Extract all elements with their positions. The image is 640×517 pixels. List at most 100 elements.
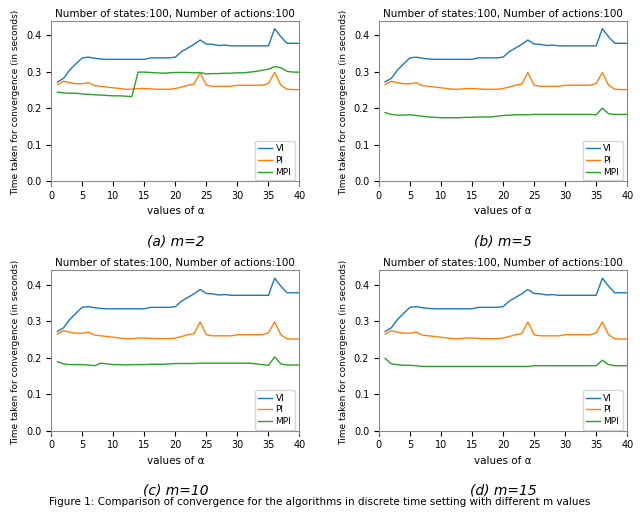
- MPI: [165, 70, 173, 76]
- MPI: [524, 363, 532, 370]
- MPI: [511, 112, 519, 118]
- Line: PI: PI: [385, 322, 627, 339]
- PI: [147, 86, 154, 92]
- MPI: [611, 362, 619, 369]
- PI: [543, 333, 550, 339]
- PI: [78, 330, 86, 337]
- PI: [623, 336, 631, 342]
- MPI: [227, 70, 235, 77]
- PI: [623, 86, 631, 93]
- MPI: [543, 111, 550, 117]
- VI: [586, 292, 594, 298]
- MPI: [511, 363, 519, 370]
- MPI: [400, 112, 408, 118]
- MPI: [116, 93, 124, 99]
- VI: [60, 325, 67, 331]
- MPI: [202, 71, 210, 77]
- MPI: [153, 70, 161, 76]
- VI: [128, 56, 136, 63]
- VI: [196, 37, 204, 43]
- MPI: [406, 112, 414, 118]
- MPI: [598, 357, 606, 363]
- PI: [474, 86, 482, 92]
- VI: [246, 43, 253, 49]
- VI: [159, 55, 167, 61]
- VI: [116, 56, 124, 63]
- VI: [109, 306, 117, 312]
- VI: [555, 292, 563, 298]
- PI: [506, 333, 513, 340]
- VI: [456, 306, 463, 312]
- PI: [431, 84, 438, 90]
- PI: [400, 81, 408, 87]
- MPI: [178, 360, 186, 367]
- MPI: [172, 360, 179, 367]
- PI: [234, 82, 241, 88]
- VI: [412, 54, 420, 60]
- VI: [623, 40, 631, 47]
- MPI: [84, 92, 92, 98]
- MPI: [580, 362, 588, 369]
- PI: [109, 334, 117, 340]
- VI: [153, 55, 161, 61]
- VI: [147, 55, 154, 61]
- MPI: [234, 360, 241, 366]
- MPI: [456, 363, 463, 370]
- MPI: [536, 362, 544, 369]
- MPI: [493, 363, 500, 370]
- VI: [400, 60, 408, 67]
- PI: [456, 86, 463, 93]
- VI: [221, 292, 229, 298]
- MPI: [66, 90, 74, 96]
- PI: [103, 333, 111, 340]
- PI: [481, 86, 488, 93]
- MPI: [259, 67, 266, 73]
- VI: [598, 26, 606, 32]
- PI: [437, 334, 445, 340]
- PI: [499, 335, 507, 341]
- VI: [573, 292, 581, 298]
- PI: [543, 83, 550, 89]
- MPI: [543, 362, 550, 369]
- MPI: [598, 105, 606, 111]
- Text: (d) m=15: (d) m=15: [470, 483, 536, 497]
- MPI: [593, 112, 600, 118]
- VI: [202, 41, 210, 47]
- VI: [605, 283, 612, 290]
- PI: [227, 83, 235, 89]
- PI: [159, 86, 167, 93]
- PI: [227, 333, 235, 339]
- MPI: [240, 70, 248, 76]
- VI: [531, 291, 538, 297]
- MPI: [54, 89, 61, 95]
- Text: (a) m=2: (a) m=2: [147, 234, 204, 248]
- MPI: [277, 361, 285, 367]
- PI: [84, 80, 92, 86]
- MPI: [437, 363, 445, 370]
- Legend: VI, PI, MPI: VI, PI, MPI: [582, 390, 623, 430]
- VI: [128, 306, 136, 312]
- PI: [598, 69, 606, 75]
- MPI: [209, 360, 216, 366]
- PI: [536, 83, 544, 89]
- PI: [221, 333, 229, 339]
- PI: [412, 80, 420, 86]
- VI: [140, 306, 148, 312]
- VI: [387, 75, 395, 81]
- VI: [412, 303, 420, 310]
- MPI: [573, 111, 581, 117]
- MPI: [103, 361, 111, 367]
- VI: [54, 328, 61, 334]
- PI: [536, 333, 544, 339]
- PI: [91, 332, 99, 338]
- VI: [431, 56, 438, 63]
- VI: [580, 43, 588, 49]
- PI: [561, 331, 569, 338]
- PI: [202, 82, 210, 88]
- MPI: [215, 360, 223, 366]
- MPI: [128, 361, 136, 368]
- MPI: [54, 359, 61, 365]
- PI: [406, 81, 414, 87]
- VI: [246, 292, 253, 298]
- MPI: [449, 115, 457, 121]
